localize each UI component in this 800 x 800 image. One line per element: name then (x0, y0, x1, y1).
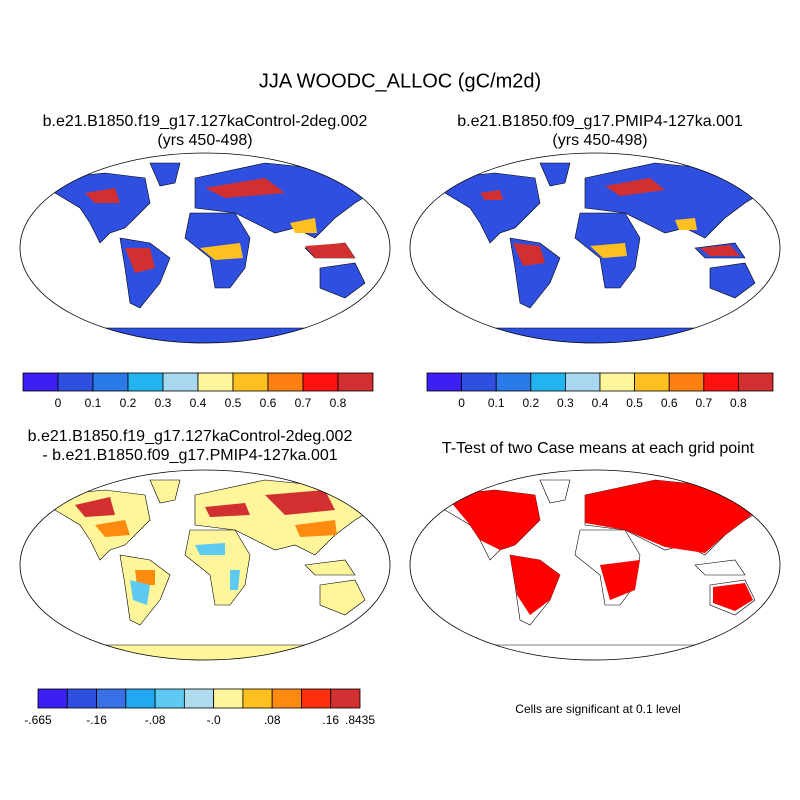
colorbar-box (337, 372, 374, 392)
colorbar-box (154, 688, 185, 709)
colorbar-label: 0.8 (330, 396, 347, 410)
colorbar-box (426, 372, 462, 392)
colorbar-label: -.0 (207, 713, 221, 727)
colorbar-label: 0.4 (190, 396, 207, 410)
panel-title: b.e21.B1850.f19_g17.127kaControl-2deg.00… (28, 428, 353, 445)
colorbar-box (22, 372, 59, 392)
colorbar-label: 0.6 (260, 396, 277, 410)
colorbar-box (271, 688, 302, 709)
map-outline (19, 469, 391, 661)
colorbar-label: -.08 (145, 713, 166, 727)
colorbar-label: 0 (55, 396, 62, 410)
map-outline (409, 469, 781, 661)
map-outline (19, 152, 391, 344)
colorbar-label: 0.3 (155, 396, 172, 410)
colorbar-box (738, 372, 774, 392)
colorbar-label: 0.8 (730, 396, 747, 410)
map (414, 162, 776, 343)
colorbar-box (57, 372, 94, 392)
panel-title: b.e21.B1850.f09_g17.PMIP4-127ka.001 (457, 113, 743, 130)
colorbar-box (302, 372, 339, 392)
colorbar-box (530, 372, 566, 392)
figure-title: JJA WOODC_ALLOC (gC/m2d) (259, 70, 541, 92)
colorbar-box (242, 688, 273, 709)
colorbar-box (267, 372, 304, 392)
colorbar-box (461, 372, 497, 392)
colorbar-box (330, 688, 361, 709)
colorbar-box (197, 372, 234, 392)
colorbar-label: -.16 (86, 713, 107, 727)
colorbar-label: 0.3 (557, 396, 574, 410)
panel-title: b.e21.B1850.f19_g17.127kaControl-2deg.00… (43, 113, 368, 130)
colorbar-box (183, 688, 215, 709)
colorbar-box (96, 688, 127, 709)
colorbar-label: .16 (322, 713, 339, 727)
colorbar-box (127, 372, 164, 392)
colorbar-box (232, 372, 269, 392)
colorbar-box (703, 372, 739, 392)
colorbar-label: 0.1 (85, 396, 102, 410)
colorbar-label: 0.4 (592, 396, 609, 410)
colorbar-box (92, 372, 129, 392)
colorbar-label: 0.6 (661, 396, 678, 410)
colorbar-label: -.665 (24, 713, 52, 727)
colorbar-box (634, 372, 670, 392)
colorbar-label: 0.2 (120, 396, 137, 410)
colorbar-label: .8435 (345, 713, 375, 727)
colorbar-label: 0.5 (626, 396, 643, 410)
colorbar-label: 0.7 (695, 396, 712, 410)
colorbar-box (565, 372, 601, 392)
panel-title: T-Test of two Case means at each grid po… (442, 440, 755, 457)
panel-title: (yrs 450-498) (157, 132, 252, 149)
colorbar-label: 0 (458, 396, 465, 410)
panel-note: Cells are significant at 0.1 level (515, 702, 680, 716)
colorbar-box (37, 688, 68, 709)
colorbar-label: 0.2 (522, 396, 539, 410)
colorbar-label: 0.5 (225, 396, 242, 410)
panel-title: (yrs 450-498) (552, 132, 647, 149)
colorbar-box (213, 688, 244, 709)
map (414, 479, 776, 660)
colorbar-box (301, 688, 332, 709)
map (24, 479, 386, 660)
colorbar-label: .08 (264, 713, 281, 727)
panel-title: - b.e21.B1850.f09_g17.PMIP4-127ka.001 (42, 447, 337, 464)
colorbar-label: 0.1 (488, 396, 505, 410)
map-outline (409, 152, 781, 344)
colorbar-label: 0.7 (295, 396, 312, 410)
colorbar-box (162, 372, 199, 392)
colorbar-box (668, 372, 705, 392)
colorbar-box (66, 688, 97, 709)
colorbar-box (125, 688, 156, 709)
colorbar-box (495, 372, 532, 392)
colorbar-box (599, 372, 635, 392)
map (24, 162, 386, 343)
